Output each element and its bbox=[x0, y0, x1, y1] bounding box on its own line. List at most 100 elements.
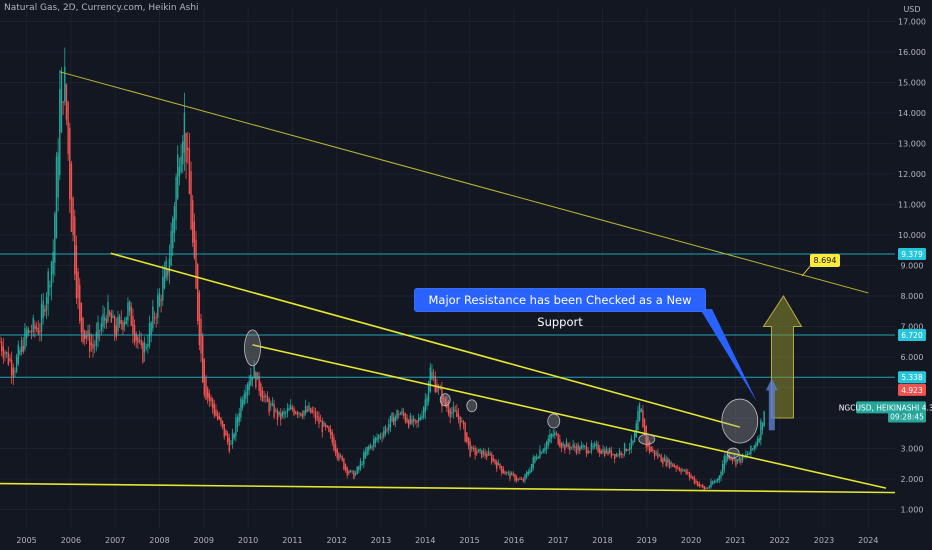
candle-body bbox=[432, 375, 435, 377]
candle-body bbox=[201, 336, 204, 383]
candle-body bbox=[373, 439, 375, 448]
candle-body bbox=[290, 405, 292, 410]
candle-body bbox=[496, 461, 498, 469]
candle-body bbox=[245, 392, 247, 399]
candle-body bbox=[680, 469, 682, 473]
candle-body bbox=[412, 418, 415, 422]
candle-body bbox=[643, 418, 646, 434]
candle-body bbox=[582, 445, 584, 448]
x-tick-label: 2019 bbox=[637, 536, 657, 545]
ellipse-marker bbox=[466, 399, 478, 413]
candle-body bbox=[64, 66, 66, 102]
y-tick-label: 7.000 bbox=[901, 323, 924, 332]
candle-body bbox=[627, 449, 629, 451]
candle-body bbox=[122, 321, 124, 330]
x-tick-label: 2008 bbox=[149, 536, 169, 545]
candle-body bbox=[682, 470, 684, 472]
candle-body bbox=[602, 449, 604, 453]
candle-body bbox=[476, 451, 478, 454]
candle-body bbox=[331, 431, 333, 443]
candle-body bbox=[545, 441, 548, 450]
candle-body bbox=[721, 464, 724, 475]
candle-body bbox=[467, 437, 470, 446]
candle-body bbox=[529, 470, 531, 474]
candle-body bbox=[481, 449, 483, 458]
candle-body bbox=[363, 452, 365, 465]
candle-body bbox=[82, 317, 84, 343]
candle-body bbox=[422, 407, 425, 418]
candle-body bbox=[211, 399, 214, 409]
y-tick-label: 11.000 bbox=[898, 201, 926, 210]
candle-body bbox=[570, 447, 573, 448]
candle-body bbox=[692, 476, 694, 479]
candle-body bbox=[379, 436, 382, 438]
candle-body bbox=[452, 407, 455, 413]
candle-body bbox=[567, 444, 569, 447]
candle-body bbox=[266, 396, 269, 402]
y-tick-label: 12.000 bbox=[898, 170, 926, 179]
candle-body bbox=[291, 407, 294, 410]
candle-body bbox=[437, 387, 440, 389]
candle-body bbox=[163, 267, 166, 289]
candle-body bbox=[665, 459, 667, 467]
candle-body bbox=[198, 292, 201, 346]
candle-body bbox=[407, 420, 410, 428]
candle-body bbox=[547, 438, 549, 446]
candle-body bbox=[206, 388, 209, 398]
candle-body bbox=[414, 419, 417, 421]
candle-body bbox=[62, 101, 64, 103]
candle-body bbox=[650, 447, 652, 452]
candle-body bbox=[735, 458, 737, 466]
candle-body bbox=[256, 372, 259, 380]
candle-body bbox=[85, 334, 88, 339]
candle-body bbox=[253, 366, 255, 379]
candle-body bbox=[92, 343, 94, 349]
y-tick-label: 10.000 bbox=[898, 231, 926, 240]
x-tick-label: 2006 bbox=[61, 536, 81, 545]
level-badge-text: 9.379 bbox=[901, 250, 923, 259]
candle-body bbox=[338, 453, 340, 460]
candle-body bbox=[251, 376, 254, 381]
x-tick-label: 2020 bbox=[681, 536, 701, 545]
candle-body bbox=[565, 441, 568, 448]
candle-body bbox=[535, 457, 538, 460]
price-badge-time-text: 09:28:45 bbox=[890, 412, 924, 421]
x-tick-label: 2010 bbox=[238, 536, 258, 545]
chart-title: Natural Gas, 2D, Currency.com, Heikin As… bbox=[4, 3, 199, 13]
candle-body bbox=[93, 345, 96, 347]
candle-body bbox=[761, 422, 764, 431]
candle-body bbox=[241, 399, 244, 409]
candle-body bbox=[534, 456, 536, 463]
candle-body bbox=[369, 444, 372, 449]
grid bbox=[0, 8, 895, 528]
candle-body bbox=[303, 410, 305, 416]
candle-body bbox=[52, 251, 54, 275]
candle-body bbox=[760, 420, 762, 441]
candle-body bbox=[54, 213, 56, 263]
candle-body bbox=[72, 197, 74, 236]
price-badge-current bbox=[856, 401, 926, 414]
candle-body bbox=[454, 409, 456, 411]
candle-body bbox=[74, 216, 76, 275]
candle-body bbox=[434, 376, 436, 393]
candle-body bbox=[451, 412, 453, 414]
candle-body bbox=[441, 388, 443, 407]
callout-annotation[interactable]: Major Resistance has been Checked as a N… bbox=[414, 288, 706, 329]
candle-body bbox=[208, 393, 211, 401]
candle-body bbox=[421, 416, 423, 419]
candle-body bbox=[118, 315, 121, 325]
candle-body bbox=[147, 344, 149, 348]
candle-body bbox=[213, 403, 216, 416]
trendline bbox=[0, 482, 913, 494]
candle-body bbox=[301, 414, 304, 417]
candle-body bbox=[763, 411, 765, 427]
candle-body bbox=[459, 416, 461, 427]
candle-body bbox=[35, 326, 38, 330]
candle-body bbox=[190, 171, 192, 230]
candle-body bbox=[703, 486, 706, 491]
candle-body bbox=[143, 342, 146, 353]
x-tick-label: 2018 bbox=[592, 536, 612, 545]
candle-body bbox=[304, 405, 307, 414]
candle-body bbox=[321, 421, 323, 433]
